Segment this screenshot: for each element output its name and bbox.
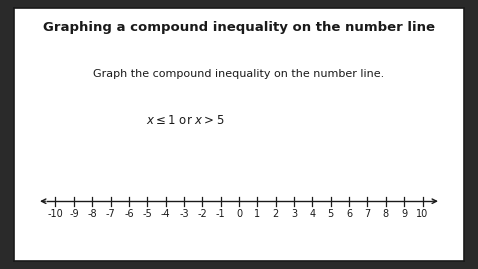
Text: 1: 1 [254,210,261,220]
Text: -8: -8 [87,210,97,220]
Text: 5: 5 [327,210,334,220]
Text: Graphing a compound inequality on the number line: Graphing a compound inequality on the nu… [43,21,435,34]
Text: -9: -9 [69,210,79,220]
Text: 8: 8 [383,210,389,220]
Text: 0: 0 [236,210,242,220]
Text: 2: 2 [272,210,279,220]
Text: -4: -4 [161,210,170,220]
Text: -2: -2 [197,210,207,220]
Text: -6: -6 [124,210,134,220]
Text: 10: 10 [416,210,429,220]
Text: 3: 3 [291,210,297,220]
Text: -3: -3 [179,210,189,220]
Text: -7: -7 [106,210,115,220]
Text: Graph the compound inequality on the number line.: Graph the compound inequality on the num… [93,69,385,79]
Text: -10: -10 [48,210,64,220]
Text: 4: 4 [309,210,315,220]
Text: 7: 7 [364,210,370,220]
Text: -5: -5 [142,210,152,220]
Text: 6: 6 [346,210,352,220]
Text: 9: 9 [401,210,407,220]
Text: -1: -1 [216,210,226,220]
Text: $x\leq1$ or $x>5$: $x\leq1$ or $x>5$ [146,114,224,127]
